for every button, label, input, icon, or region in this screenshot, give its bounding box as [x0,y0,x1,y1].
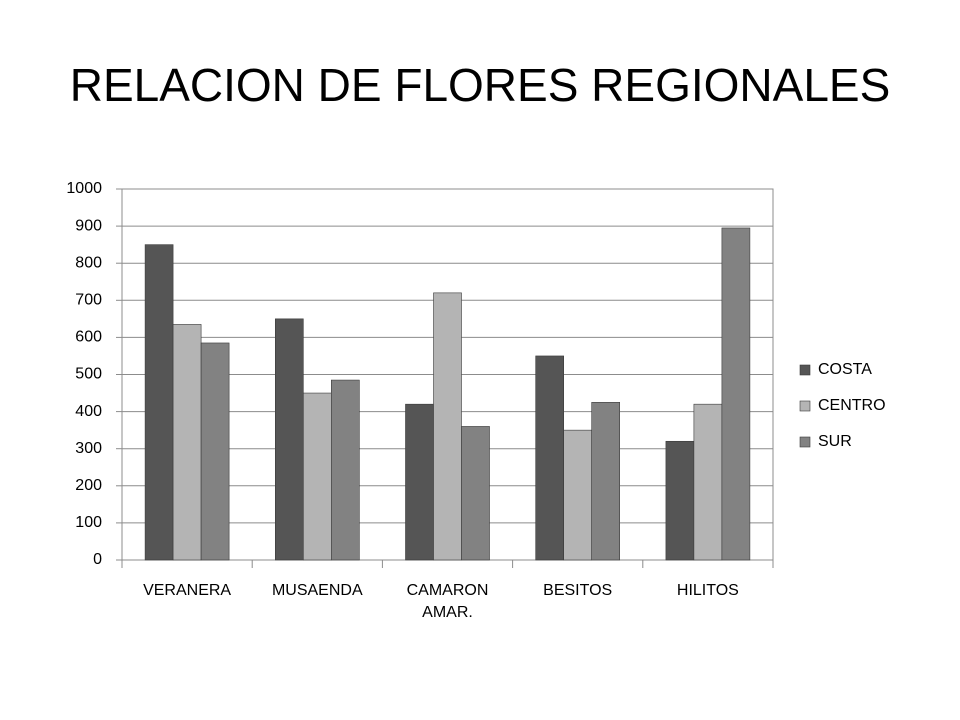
bar [721,227,751,561]
legend-swatch [799,364,811,376]
y-tick-label: 400 [75,403,102,420]
bar [172,324,202,561]
y-tick-label: 700 [75,292,102,309]
y-tick-label: 800 [75,254,102,271]
bar [535,355,565,561]
legend-label: COSTA [818,361,872,378]
bar [665,440,695,561]
legend-label: CENTRO [818,397,886,414]
y-tick-label: 900 [75,217,102,234]
y-tick-label: 1000 [66,180,102,197]
y-tick-label: 0 [93,551,102,568]
bar [461,426,490,561]
y-tick-label: 100 [75,514,102,531]
chart-title: RELACION DE FLORES REGIONALES [69,59,891,111]
bar [433,292,462,561]
bar [302,392,332,561]
bar [330,379,360,561]
legend-label: SUR [818,433,852,450]
x-tick-label: CAMARON AMAR. [406,582,489,621]
legend-swatch [799,400,811,412]
x-tick-label: BESITOS [543,582,613,599]
y-tick-label: 300 [75,440,102,457]
y-tick-label: 200 [75,477,102,494]
y-tick-label: 600 [75,329,102,346]
bar [405,403,434,561]
x-tick-label: VERANERA [143,582,232,599]
bar [591,402,621,561]
x-tick-label: MUSAENDA [271,582,363,599]
bar [274,318,304,561]
y-tick-label: 500 [75,366,102,383]
x-tick-label: HILITOS [676,582,739,599]
bar [144,244,174,561]
bar [200,342,230,561]
legend-swatch [799,436,811,448]
bar [693,403,723,561]
bar [563,429,593,561]
